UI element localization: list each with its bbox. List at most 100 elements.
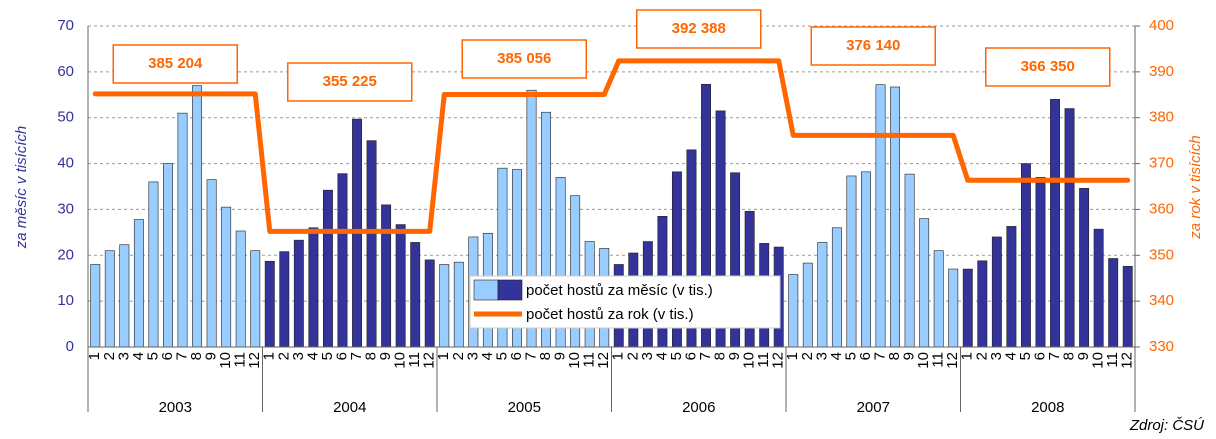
bar [322, 189, 333, 348]
x-tick-label: 11 [232, 352, 249, 368]
x-tick-label: 8 [1061, 352, 1078, 360]
bar [381, 204, 392, 348]
value-label-box [287, 62, 413, 102]
bar [817, 242, 828, 348]
bar [802, 262, 813, 348]
x-tick-label: 9 [377, 352, 394, 360]
y2-tick-label: 390 [1149, 63, 1174, 80]
bar [1020, 163, 1031, 348]
bar [192, 85, 203, 348]
y2-tick-label: 370 [1149, 155, 1174, 172]
x-tick-label: 4 [653, 352, 670, 360]
line-connector [776, 60, 796, 136]
bar [991, 236, 1002, 348]
bar [788, 274, 799, 348]
bar [366, 140, 377, 348]
bar [163, 163, 173, 348]
value-label-box [112, 44, 238, 84]
legend-swatch [497, 279, 523, 301]
x-tick-label: 10 [915, 352, 932, 369]
value-label: 392 388 [672, 20, 726, 37]
x-tick-label: 11 [581, 352, 598, 368]
x-tick-label: 1 [435, 352, 452, 360]
x-tick-label: 12 [944, 352, 961, 369]
x-tick-label: 1 [610, 352, 627, 360]
x-tick-label: 2 [624, 352, 641, 360]
bar [424, 259, 435, 348]
x-tick-label: 10 [566, 352, 583, 369]
bar [831, 227, 842, 348]
bar [977, 260, 988, 348]
value-label-box [985, 47, 1111, 87]
line-connector [950, 134, 971, 182]
year-label: 2003 [159, 399, 192, 416]
x-tick-label: 5 [493, 352, 510, 360]
bar [148, 181, 159, 348]
bar [919, 218, 930, 348]
year-label: 2005 [508, 399, 541, 416]
bar [90, 264, 101, 348]
y2-tick-label: 350 [1149, 246, 1174, 263]
y2-tick-label: 400 [1149, 17, 1174, 34]
bar [875, 84, 886, 348]
bar [1050, 99, 1060, 348]
bar [1035, 177, 1046, 348]
bar [890, 86, 901, 348]
x-tick-label: 12 [246, 352, 263, 369]
bar [439, 264, 450, 348]
x-tick-label: 6 [508, 352, 525, 360]
bar [1079, 188, 1090, 348]
x-tick-label: 1 [784, 352, 801, 360]
x-tick-label: 7 [871, 352, 888, 360]
bar [395, 224, 406, 348]
year-label: 2004 [333, 399, 366, 416]
x-tick-label: 7 [1046, 352, 1063, 360]
x-tick-label: 9 [726, 352, 743, 360]
x-tick-label: 3 [813, 352, 830, 360]
bar [250, 250, 261, 348]
x-tick-label: 4 [1002, 352, 1019, 360]
year-label: 2008 [1031, 399, 1064, 416]
x-tick-label: 6 [682, 352, 699, 360]
x-tick-label: 7 [173, 352, 190, 360]
x-tick-label: 10 [392, 352, 409, 369]
x-tick-label: 3 [290, 352, 307, 360]
value-label: 385 056 [497, 50, 551, 67]
x-tick-label: 4 [130, 352, 147, 360]
y-tick-label: 60 [57, 63, 74, 80]
y2-axis-label: za rok v tisících [1187, 135, 1204, 239]
x-tick-label: 10 [741, 352, 758, 369]
x-tick-label: 1 [86, 352, 103, 360]
value-label: 366 350 [1021, 58, 1075, 75]
bar [410, 242, 421, 348]
value-label: 355 225 [323, 73, 377, 90]
x-tick-label: 5 [1017, 352, 1034, 360]
x-tick-label: 5 [668, 352, 685, 360]
x-tick-label: 12 [421, 352, 438, 369]
y-tick-label: 30 [57, 200, 74, 217]
x-tick-label: 8 [188, 352, 205, 360]
y2-tick-label: 330 [1149, 338, 1174, 355]
x-tick-label: 9 [901, 352, 918, 360]
x-tick-label: 12 [770, 352, 787, 369]
bar [119, 244, 130, 348]
bar [453, 261, 464, 348]
bar [104, 250, 115, 348]
x-tick-label: 8 [712, 352, 729, 360]
x-tick-label: 2 [101, 352, 118, 360]
x-tick-label: 5 [144, 352, 161, 360]
y-axis-label: za měsíc v tisících [13, 126, 30, 250]
x-tick-label: 6 [159, 352, 176, 360]
x-tick-label: 2 [275, 352, 292, 360]
y2-tick-label: 340 [1149, 292, 1174, 309]
legend-label: počet hostů za rok (v tis.) [526, 306, 694, 323]
x-tick-label: 8 [363, 352, 380, 360]
bar [1122, 265, 1133, 348]
source: Zdroj: ČSÚ [1129, 417, 1204, 434]
x-tick-label: 9 [203, 352, 220, 360]
x-tick-label: 1 [959, 352, 976, 360]
x-tick-label: 3 [464, 352, 481, 360]
y-tick-label: 40 [57, 155, 74, 172]
bar [279, 251, 290, 348]
